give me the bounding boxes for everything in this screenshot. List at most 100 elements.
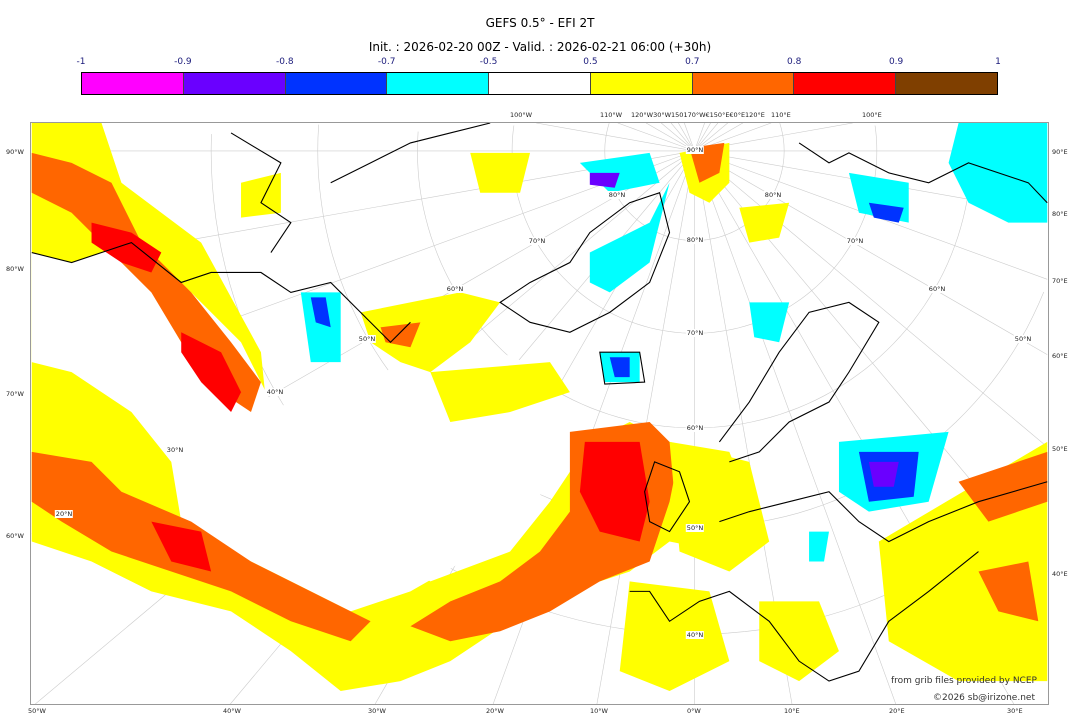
top-axis-label: 100°W [510,111,533,119]
latitude-label: 50°N [685,524,705,532]
colorbar-tick-label: -0.8 [275,57,294,67]
right-axis-label: 70°E [1052,277,1068,285]
copyright-credit: ©2026 sb@irizone.net [933,693,1035,703]
efi-anomaly-area [609,357,630,378]
left-axis-label: 80°W [6,265,24,273]
efi-anomaly-area [430,362,570,422]
colorbar-segment [590,73,693,94]
latitude-label: 80°N [685,236,705,244]
bottom-axis-label: 20°W [486,707,504,715]
map-canvas [31,123,1048,704]
efi-anomaly-area [978,561,1039,622]
efi-map [30,122,1049,705]
right-axis-label: 60°E [1052,352,1068,360]
latitude-label: 40°N [685,631,705,639]
latitude-label: 70°N [845,237,865,245]
efi-anomaly-area [360,292,501,373]
efi-anomaly-area [669,441,770,572]
latitude-label: 60°N [685,424,705,432]
colorbar-segment [794,73,897,94]
bottom-axis-label: 20°E [889,707,905,715]
top-axis-label: 110°E [771,111,791,119]
top-axis-label: 120°W30°W150170°W€150°E€0°E120°E [631,111,765,119]
meridian-line [694,150,897,704]
coastline [330,123,491,184]
efi-anomaly-area [380,322,421,348]
efi-anomaly-area [619,581,730,692]
coastline [629,551,979,682]
coastline [599,351,646,385]
meridian-line [694,150,1048,448]
efi-anomaly-area [739,202,790,243]
colorbar-tick-label: 0.5 [583,57,598,67]
efi-anomaly-area [589,172,620,188]
latitude-label: 40°N [265,388,285,396]
latitude-label: 50°N [1013,335,1033,343]
colorbar-segment [387,73,490,94]
coastline [718,301,880,463]
bottom-axis-label: 30°W [368,707,386,715]
bottom-axis-label: 50°W [28,707,46,715]
bottom-axis-label: 0°W [687,707,701,715]
efi-anomaly-area [310,297,331,328]
right-axis-label: 40°E [1052,570,1068,578]
meridian-line [694,150,1048,280]
latitude-label: 80°N [763,191,783,199]
efi-anomaly-area [300,292,341,363]
efi-anomaly-area [868,202,904,223]
coastline [798,142,1048,204]
meridian-line [617,123,695,152]
efi-anomaly-area [241,172,281,218]
efi-anomaly-area [181,332,242,413]
efi-anomaly-area [749,302,790,343]
latitude-label: 50°N [357,335,377,343]
latitude-label: 30°N [165,446,185,454]
colorbar-tick-label: 0.7 [685,57,700,67]
left-axis-label: 60°W [6,532,24,540]
right-axis-label: 80°E [1052,210,1068,218]
latitude-label: 70°N [527,237,547,245]
colorbar-tick-label: 0.9 [888,57,904,67]
coastline [230,132,292,253]
efi-anomaly-area [868,461,899,487]
colorbar-segment [285,73,388,94]
chart-title: GEFS 0.5° - EFI 2T [485,16,595,30]
coastline [719,481,1048,543]
colorbar [81,72,998,95]
efi-anomaly-area [91,222,162,273]
latitude-label: 80°N [607,191,627,199]
latitude-label: 60°N [927,285,947,293]
efi-anomaly-area [31,242,570,612]
colorbar-tick-label: -1 [76,57,86,67]
meridian-line [536,123,695,152]
right-axis-label: 50°E [1052,445,1068,453]
colorbar-segment [82,73,184,94]
colorbar-segment [183,73,286,94]
latitude-label: 60°N [445,285,465,293]
colorbar-tick-label: -0.7 [377,57,396,67]
bottom-axis-label: 40°W [223,707,241,715]
left-axis-label: 70°W [6,390,24,398]
right-axis-label: 90°E [1052,148,1068,156]
latitude-label: 70°N [685,329,705,337]
meridian-line [694,150,1048,355]
colorbar-segment [692,73,795,94]
latitude-label: 90°N [685,146,705,154]
colorbar-tick-label: -0.5 [479,57,498,67]
efi-anomaly-area [589,182,670,293]
data-source-credit: from grib files provided by NCEP [891,676,1037,686]
coastline [644,461,691,533]
efi-anomaly-area [579,152,660,193]
top-axis-label: 110°W [600,111,623,119]
colorbar-tick-label: 1 [995,57,1001,67]
efi-anomaly-area [470,152,531,193]
bottom-axis-label: 10°W [590,707,608,715]
colorbar-tick-label: 0.8 [787,57,802,67]
efi-anomaly-area [759,601,839,682]
efi-anomaly-area [958,451,1048,522]
chart-subtitle: Init. : 2026-02-20 00Z - Valid. : 2026-0… [368,40,712,54]
top-axis-label: 100°E [862,111,882,119]
coastline [499,192,671,333]
left-axis-label: 90°W [6,148,24,156]
latitude-label: 20°N [54,510,74,518]
